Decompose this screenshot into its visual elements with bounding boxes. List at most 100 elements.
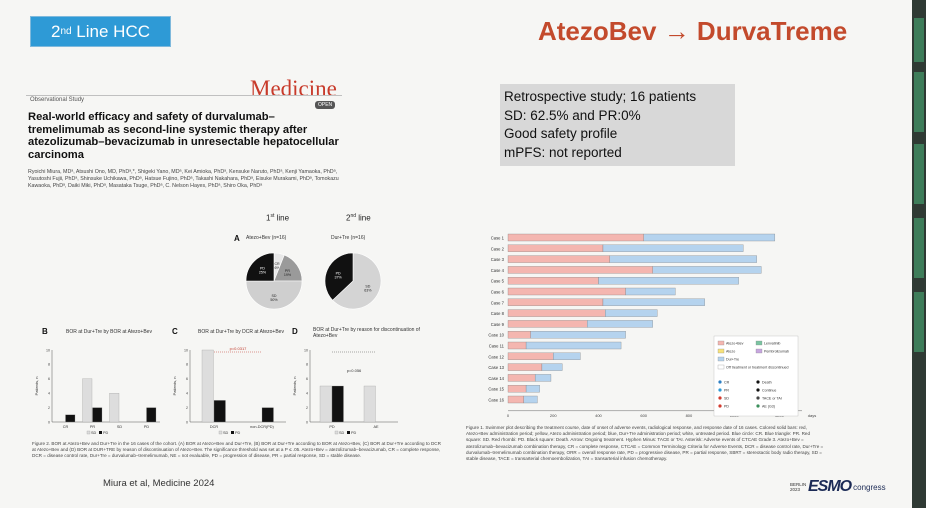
x-tick-label: 400 bbox=[595, 413, 602, 418]
pie-label: SD bbox=[272, 294, 277, 298]
pie-slice-pd bbox=[324, 252, 354, 301]
study-type-bar: Observational Study bbox=[26, 95, 342, 104]
y-tick-label: 8 bbox=[48, 363, 50, 367]
x-tick-label: AE bbox=[373, 425, 379, 429]
pie-label: PD bbox=[336, 272, 341, 276]
case-label: Case 10 bbox=[488, 333, 504, 338]
y-tick-label: 8 bbox=[186, 363, 188, 367]
legend-swatch-sd bbox=[334, 430, 339, 435]
summary-line: Retrospective study; 16 patients bbox=[504, 89, 697, 104]
pie-label: PR bbox=[285, 269, 290, 273]
case-label: Case 14 bbox=[488, 376, 504, 381]
second-line-label: 2nd line bbox=[346, 213, 371, 223]
legend-label: Pembrolizumab bbox=[764, 350, 789, 354]
bar-atezo-bev bbox=[507, 385, 527, 393]
slide-headline: AtezoBev → DurvaTreme bbox=[538, 16, 848, 46]
bar-chart-b: Patients, n 0 2 4 6 8 10 CR PR SD PD SD PD bbox=[34, 348, 160, 435]
panel-letter-d: D bbox=[292, 327, 298, 336]
bar-atezo-bev bbox=[507, 233, 644, 242]
legend-swatch-pd bbox=[231, 431, 234, 434]
y-tick-label: 6 bbox=[306, 377, 308, 381]
legend-pd: PD bbox=[351, 431, 357, 435]
bar-pd bbox=[261, 407, 274, 423]
bar-atezo-bev bbox=[507, 374, 536, 382]
y-tick-label: 6 bbox=[48, 377, 50, 381]
x-tick-label: SD bbox=[117, 425, 123, 429]
panel-letter-b: B bbox=[42, 327, 48, 336]
legend-swatch bbox=[755, 348, 763, 354]
legend-marker bbox=[756, 404, 760, 408]
legend-swatch-sd bbox=[86, 430, 91, 435]
bar-atezo-bev bbox=[507, 341, 527, 350]
x-tick-label: 800 bbox=[686, 413, 693, 418]
legend-sd: SD bbox=[91, 431, 97, 435]
bar-atezo-bev bbox=[507, 255, 610, 263]
bar-sd bbox=[109, 393, 120, 423]
legend-sd: SD bbox=[223, 431, 229, 435]
bar-dur-tre bbox=[609, 255, 757, 263]
p-value-label: p=0.056 bbox=[347, 368, 362, 373]
figure-2-caption: Figure 2. BOR at Atezo+Bev and Dur+Tre i… bbox=[32, 441, 441, 459]
bar-dur-tre bbox=[541, 363, 563, 371]
y-axis-label: Patients, n bbox=[172, 377, 177, 396]
pie2-title: Dur+Tre (n=16) bbox=[331, 235, 366, 241]
bar-c-title: BOR at Dur+Tre by DCR at Atezo+Bev bbox=[198, 329, 284, 335]
bar-pd bbox=[213, 400, 226, 423]
pie-value: 50% bbox=[270, 298, 278, 302]
summary-line: mPFS: not reported bbox=[504, 144, 622, 160]
x-tick-label: PR bbox=[90, 425, 96, 429]
legend-pd: PD bbox=[235, 431, 241, 435]
x-tick-label: CR bbox=[63, 425, 69, 429]
legend-swatch bbox=[717, 348, 725, 354]
bar-atezo-bev bbox=[507, 287, 626, 296]
pie-slice-sd bbox=[245, 280, 303, 310]
legend-swatch bbox=[717, 364, 725, 370]
y-tick-label: 0 bbox=[48, 420, 50, 424]
panel-letter-c: C bbox=[172, 327, 178, 336]
legend-label: Death bbox=[762, 381, 772, 385]
bar-atezo-bev bbox=[507, 395, 524, 404]
legend-label: SD bbox=[724, 397, 729, 401]
bar-sd bbox=[82, 378, 93, 423]
y-tick-label: 2 bbox=[48, 406, 50, 410]
pie-label: CR bbox=[274, 262, 280, 266]
bar-chart-d: Patients, n 0 2 4 6 8 10 PD AE p=0.056 SD PD bbox=[292, 348, 398, 435]
figure-1-caption: Figure 1. Swimmer plot describing the tr… bbox=[466, 425, 824, 462]
bar-b-title: BOR at Dur+Tre by BOR at Atezo+Bev bbox=[66, 329, 152, 335]
y-tick-label: 0 bbox=[306, 420, 308, 424]
p-value-label: p=0.0317 bbox=[230, 346, 248, 351]
x-tick-label: DCR bbox=[210, 425, 218, 429]
bar-dur-tre bbox=[643, 233, 776, 242]
legend-swatch-pd bbox=[347, 431, 350, 434]
bar-pd bbox=[92, 407, 103, 423]
bar-d-title: BOR at Dur+Tre by reason for discontinua… bbox=[313, 327, 420, 339]
legend-swatch-sd bbox=[218, 430, 223, 435]
legend-marker bbox=[718, 396, 722, 400]
panel-letter-a: A bbox=[234, 234, 240, 243]
x-tick-label: PD bbox=[329, 425, 335, 429]
legend-label: Atezo bbox=[726, 350, 735, 354]
paper-title: Real-world efficacy and safety of durval… bbox=[28, 111, 339, 161]
case-label: Case 12 bbox=[488, 354, 504, 359]
first-line-label: 1st line bbox=[266, 213, 290, 223]
bar-pd bbox=[146, 407, 157, 423]
pie-value: 37% bbox=[334, 276, 342, 280]
bar-pd bbox=[331, 385, 344, 423]
bar-dur-tre bbox=[530, 331, 626, 339]
pie-slice-pd bbox=[245, 252, 275, 282]
pie-value: 6% bbox=[274, 266, 280, 270]
open-access-badge: OPEN bbox=[315, 101, 336, 109]
legend-label: Off treatment or treatment discontinued bbox=[726, 366, 788, 370]
y-tick-label: 10 bbox=[184, 348, 188, 352]
x-tick-label: 0 bbox=[507, 413, 510, 418]
case-label: Case 7 bbox=[491, 300, 505, 305]
y-tick-label: 10 bbox=[46, 348, 50, 352]
x-tick-label: PD bbox=[144, 425, 150, 429]
y-tick-label: 2 bbox=[186, 406, 188, 410]
pie-value: 19% bbox=[284, 273, 292, 277]
